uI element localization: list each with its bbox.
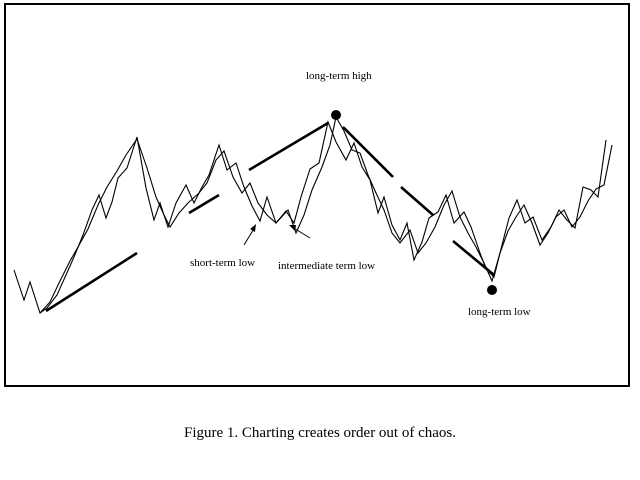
trend-lines (45, 121, 495, 313)
label-short-term-low: short-term low (190, 257, 256, 269)
label-long-term-high: long-term high (306, 70, 372, 82)
label-long-term-low: long-term low (468, 306, 531, 318)
trend-line-long-rise (248, 121, 329, 172)
figure-caption: Figure 1. Charting creates order out of … (184, 425, 456, 441)
trend-line-decline-3 (452, 239, 495, 277)
price-line-a (13, 120, 607, 314)
label-intermediate-term-low: intermediate term low (278, 260, 376, 272)
price-line-b (39, 115, 613, 314)
intermediate-low-arrowhead (289, 225, 296, 231)
trend-line-decline-2 (400, 186, 434, 216)
figure-frame (4, 3, 630, 387)
long-term-high-dot (331, 110, 341, 120)
pointer-arrows (243, 224, 311, 246)
price-chart (13, 110, 613, 314)
trend-line-short-rise (188, 193, 220, 215)
marker-dots (331, 110, 497, 295)
trend-line-lower-left (45, 251, 138, 313)
trend-line-decline-1 (342, 126, 394, 178)
short-term-low-arrowhead (250, 224, 256, 232)
zigzag-price-series (13, 115, 613, 314)
long-term-low-dot (487, 285, 497, 295)
